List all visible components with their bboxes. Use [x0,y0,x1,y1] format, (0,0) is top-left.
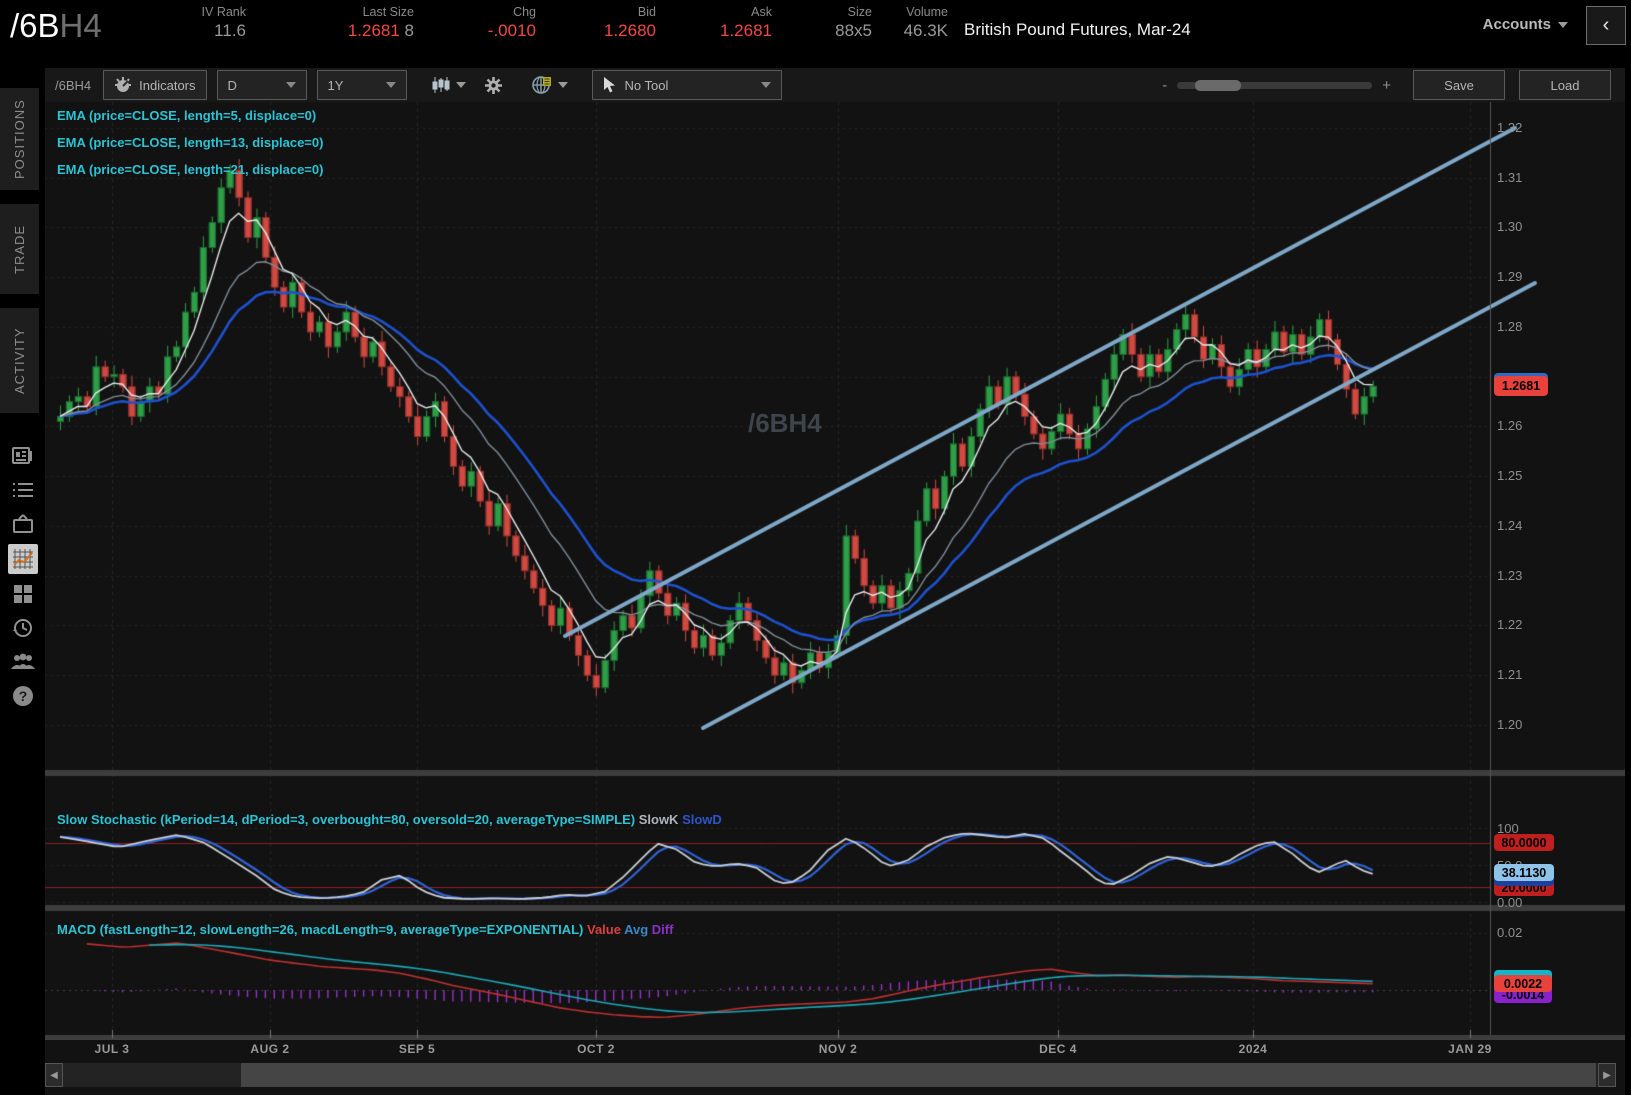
chart-toolbar: /6BH4 Indicators D 1Y [45,68,1625,102]
stat-ask: Ask 1.2681 [656,0,772,42]
quote-header: /6BH4 IV Rank 11.6 Last Size 1.2681 8 Ch… [0,0,1631,62]
scrollbar-thumb[interactable] [241,1063,1596,1087]
chart-type-dropdown[interactable] [425,71,472,99]
zoom-slider-thumb[interactable] [1195,80,1241,91]
chart-scrollbar: ◀ ▶ [45,1063,1625,1087]
cursor-icon [603,77,616,93]
zoom-slider[interactable] [1177,82,1372,89]
grid-icon[interactable] [0,577,45,611]
date-tick-label: AUG 2 [242,1042,298,1056]
stat-size: Size 88x5 [772,0,872,42]
active-chart-chip [8,544,38,574]
range-dropdown[interactable]: 1Y [317,70,407,100]
chart-icon[interactable] [0,541,45,577]
date-tick-label: 2024 [1225,1042,1281,1056]
chart-settings-button[interactable] [478,71,509,99]
collapse-icon: ‹ [1603,14,1610,37]
globe-grid-icon [531,75,553,95]
save-button[interactable]: Save [1413,70,1505,100]
sidebar-tab-positions[interactable]: POSITIONS [0,88,39,190]
collapse-panel-button[interactable]: ‹ [1586,6,1626,45]
zoom-in-button[interactable]: + [1372,77,1413,94]
trading-app: /6BH4 IV Rank 11.6 Last Size 1.2681 8 Ch… [0,0,1631,1095]
chart-symbol-label: /6BH4 [55,78,91,93]
chart-plot-area: EMA (price=CLOSE, length=5, displace=0)E… [45,102,1625,1062]
chart-canvas[interactable] [45,102,1625,1040]
stat-volume: Volume 46.3K [872,0,948,42]
symbol-root: /6B [10,7,60,44]
indicators-button[interactable]: Indicators [103,70,206,100]
aggregation-dropdown[interactable]: D [217,70,307,100]
instrument-description: British Pound Futures, Mar-24 [964,20,1191,40]
date-tick-label: NOV 2 [810,1042,866,1056]
date-tick-label: JUL 3 [84,1042,140,1056]
sidebar-tab-activity[interactable]: ACTIVITY [0,308,39,413]
date-tick-label: JAN 29 [1442,1042,1498,1056]
chevron-down-icon [1558,22,1568,28]
scroll-right-button[interactable]: ▶ [1598,1063,1616,1087]
svg-text:?: ? [18,688,27,704]
tool-dropdown[interactable]: No Tool [592,70,782,100]
candlestick-icon [431,76,451,94]
help-icon[interactable]: ? [0,679,45,713]
stat-iv-rank: IV Rank 11.6 [138,0,246,42]
zoom-control: - + [1152,77,1413,94]
chevron-down-icon [761,82,771,88]
community-icon[interactable] [0,645,45,679]
symbol-title: /6BH4 [0,0,138,44]
load-button[interactable]: Load [1519,70,1611,100]
stat-last-size: Last Size 1.2681 8 [246,0,414,42]
gauge-icon [114,76,132,94]
chevron-down-icon [286,82,296,88]
watchlist-icon[interactable] [0,473,45,507]
symbol-contract: H4 [60,7,102,44]
date-tick-label: OCT 2 [568,1042,624,1056]
left-sidebar: POSITIONS TRADE ACTIVITY ? [0,68,45,1095]
date-tick-label: SEP 5 [389,1042,445,1056]
scrollbar-track[interactable] [63,1063,1598,1087]
drawing-set-dropdown[interactable] [525,71,574,99]
accounts-menu[interactable]: Accounts [1483,16,1568,33]
chevron-down-icon [558,82,568,88]
stat-bid: Bid 1.2680 [536,0,656,42]
scroll-left-button[interactable]: ◀ [45,1063,63,1087]
news-icon[interactable] [0,439,45,473]
chart-window: /6BH4 Indicators D 1Y [45,68,1625,1095]
sidebar-tab-trade[interactable]: TRADE [0,204,39,294]
chevron-down-icon [386,82,396,88]
chevron-down-icon [456,82,466,88]
zoom-out-button[interactable]: - [1152,77,1177,94]
gear-icon [484,76,503,95]
date-tick-label: DEC 4 [1030,1042,1086,1056]
stat-chg: Chg -.0010 [414,0,536,42]
history-icon[interactable] [0,611,45,645]
tv-icon[interactable] [0,507,45,541]
